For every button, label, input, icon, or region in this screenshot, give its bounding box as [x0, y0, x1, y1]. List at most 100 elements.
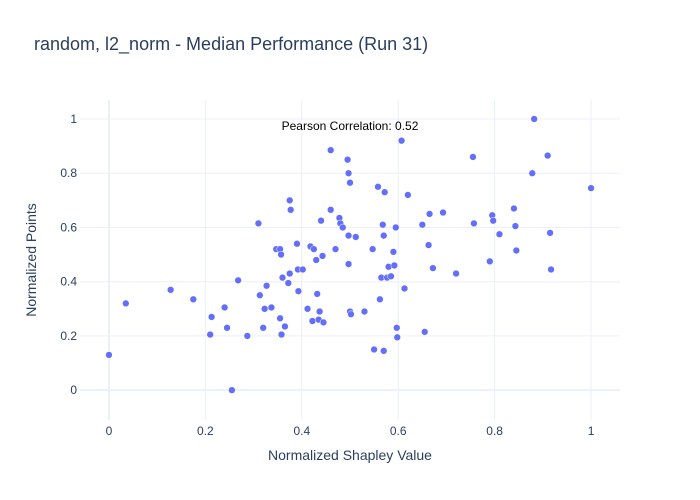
data-point[interactable]	[256, 291, 264, 299]
data-point[interactable]	[544, 151, 552, 160]
data-point[interactable]	[284, 279, 292, 287]
data-point[interactable]	[278, 273, 287, 282]
data-point[interactable]	[308, 317, 317, 325]
data-point[interactable]	[267, 303, 276, 312]
data-point[interactable]	[303, 305, 312, 313]
data-point[interactable]	[470, 219, 478, 228]
data-point[interactable]	[277, 250, 285, 259]
data-point[interactable]	[343, 156, 352, 164]
chart-title: random, l2_norm - Median Performance (Ru…	[34, 34, 428, 55]
data-point[interactable]	[421, 328, 429, 336]
data-point[interactable]	[317, 217, 325, 225]
data-point[interactable]	[486, 257, 494, 266]
data-point[interactable]	[352, 233, 360, 241]
data-point[interactable]	[546, 229, 554, 237]
x-tick-label: 0.2	[197, 424, 214, 438]
data-point[interactable]	[495, 230, 504, 238]
data-point[interactable]	[344, 169, 353, 177]
data-point[interactable]	[389, 248, 398, 256]
data-point[interactable]	[397, 137, 406, 145]
data-point[interactable]	[259, 324, 267, 332]
data-point[interactable]	[393, 333, 401, 341]
data-point[interactable]	[299, 265, 307, 274]
data-point[interactable]	[228, 386, 236, 394]
data-point[interactable]	[262, 282, 271, 290]
data-point[interactable]	[392, 223, 400, 232]
data-point[interactable]	[512, 246, 520, 255]
data-point[interactable]	[489, 217, 497, 225]
data-point[interactable]	[220, 303, 229, 312]
data-point[interactable]	[166, 286, 175, 294]
data-point[interactable]	[400, 284, 409, 293]
data-point[interactable]	[293, 240, 301, 248]
data-point[interactable]	[261, 305, 269, 313]
data-point[interactable]	[313, 290, 321, 298]
tick-labels: 0 0.2 0.4 0.6 0.8 1 0 0.2 0.4 0.6 0.8 1	[60, 112, 594, 438]
data-point[interactable]	[277, 330, 286, 339]
data-point[interactable]	[206, 330, 214, 339]
data-point[interactable]	[105, 351, 113, 359]
data-point[interactable]	[207, 313, 216, 321]
x-tick-label: 0	[106, 424, 113, 438]
data-point[interactable]	[547, 265, 555, 274]
data-point[interactable]	[315, 307, 324, 316]
data-point[interactable]	[379, 221, 387, 229]
data-point[interactable]	[327, 206, 335, 214]
data-point[interactable]	[424, 241, 433, 249]
data-point[interactable]	[369, 245, 377, 253]
data-point[interactable]	[439, 208, 447, 217]
data-point[interactable]	[587, 184, 595, 192]
data-point[interactable]	[510, 204, 518, 213]
data-point[interactable]	[331, 245, 340, 253]
data-point[interactable]	[528, 169, 536, 177]
y-tick-label: 0.4	[60, 275, 77, 289]
data-point[interactable]	[319, 318, 328, 327]
data-point[interactable]	[344, 231, 353, 240]
data-point[interactable]	[380, 231, 388, 240]
data-point[interactable]	[376, 295, 384, 303]
data-point[interactable]	[234, 276, 242, 284]
data-point[interactable]	[286, 196, 294, 204]
data-point[interactable]	[281, 322, 289, 331]
data-point[interactable]	[294, 287, 303, 295]
data-point[interactable]	[452, 269, 460, 278]
data-point[interactable]	[429, 264, 437, 272]
data-point[interactable]	[381, 188, 389, 196]
data-point[interactable]	[393, 324, 401, 332]
y-axis-title: Normalized Points	[23, 203, 39, 317]
data-point[interactable]	[387, 272, 395, 280]
data-point[interactable]	[327, 146, 335, 154]
data-points	[105, 115, 595, 394]
data-point[interactable]	[189, 295, 197, 303]
data-point[interactable]	[312, 256, 320, 264]
data-point[interactable]	[318, 252, 327, 260]
data-point[interactable]	[287, 206, 295, 214]
x-tick-label: 0.8	[486, 424, 503, 438]
data-point[interactable]	[370, 345, 378, 354]
data-point[interactable]	[276, 314, 284, 322]
data-point[interactable]	[243, 332, 251, 340]
data-point[interactable]	[310, 245, 318, 253]
data-point[interactable]	[344, 260, 353, 268]
x-tick-label: 1	[588, 424, 595, 438]
data-point[interactable]	[390, 261, 399, 270]
data-point[interactable]	[254, 219, 263, 228]
data-point[interactable]	[346, 179, 354, 187]
data-point[interactable]	[339, 223, 347, 232]
data-point[interactable]	[425, 210, 434, 218]
data-point[interactable]	[223, 324, 231, 332]
data-point[interactable]	[530, 115, 538, 123]
data-point[interactable]	[374, 183, 382, 191]
data-point[interactable]	[347, 310, 355, 318]
data-point[interactable]	[360, 307, 369, 316]
data-point[interactable]	[511, 222, 520, 230]
data-point[interactable]	[286, 269, 294, 278]
data-point[interactable]	[404, 191, 412, 199]
data-point[interactable]	[469, 153, 477, 161]
data-point[interactable]	[380, 347, 388, 355]
y-tick-label: 0.8	[60, 166, 77, 180]
data-point[interactable]	[418, 221, 426, 229]
data-point[interactable]	[122, 299, 130, 308]
